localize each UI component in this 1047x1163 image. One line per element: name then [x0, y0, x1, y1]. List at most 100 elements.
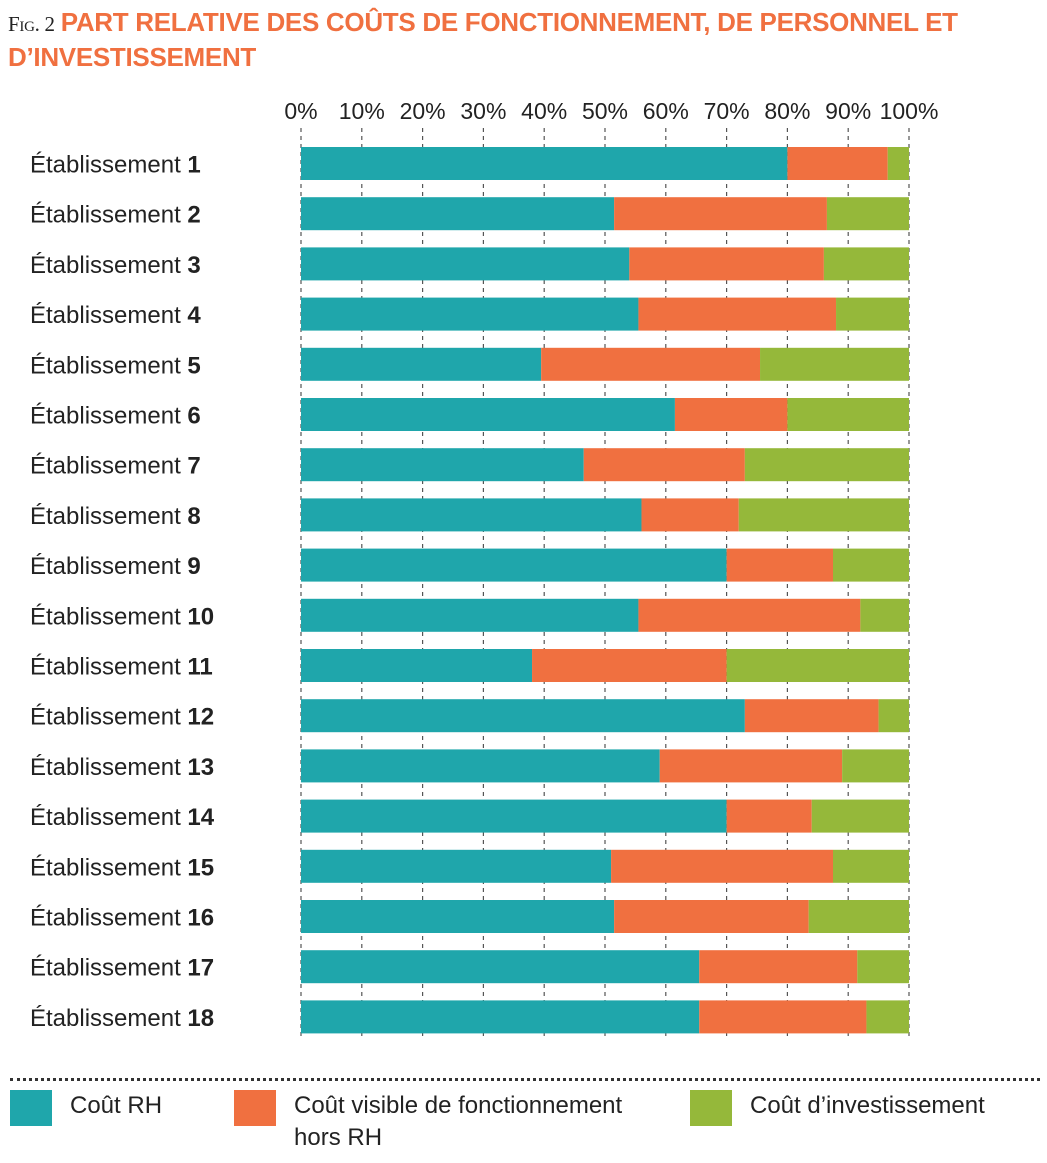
category-prefix: Établissement — [30, 654, 187, 681]
bar-rh-12 — [301, 699, 745, 733]
bar-rh-2 — [301, 197, 615, 231]
bar-investissement-17 — [857, 950, 909, 984]
category-label-5: Établissement 5 — [30, 352, 201, 379]
bar-rh-18 — [301, 1000, 700, 1034]
category-prefix: Établissement — [30, 553, 187, 580]
category-prefix: Établissement — [30, 202, 187, 229]
category-prefix: Établissement — [30, 754, 187, 781]
bar-investissement-16 — [808, 900, 909, 933]
category-label-15: Établissement 15 — [30, 854, 214, 881]
x-tick-label-0: 0% — [284, 98, 317, 124]
bar-fonctionnement-2 — [614, 197, 827, 231]
bar-investissement-7 — [744, 448, 909, 482]
x-tick-label-100: 100% — [880, 98, 939, 124]
category-prefix: Établissement — [30, 503, 187, 530]
legend-item-fonctionnement: Coût visible de fonctionnement hors RH — [234, 1090, 634, 1154]
legend-swatch-fonctionnement — [234, 1090, 276, 1126]
bar-fonctionnement-8 — [641, 498, 739, 532]
bar-investissement-15 — [833, 849, 909, 883]
bar-rh-9 — [301, 548, 727, 582]
category-number: 13 — [187, 754, 214, 781]
category-prefix: Établissement — [30, 453, 187, 480]
bar-fonctionnement-16 — [614, 900, 809, 933]
legend-label-investissement: Coût d’investissement — [750, 1092, 985, 1119]
bar-fonctionnement-5 — [541, 347, 761, 381]
bar-investissement-11 — [726, 649, 909, 682]
category-prefix: Établissement — [30, 302, 187, 329]
legend-divider — [10, 1078, 1040, 1081]
bar-fonctionnement-4 — [638, 297, 837, 331]
bar-fonctionnement-9 — [726, 548, 833, 582]
category-number: 10 — [187, 603, 214, 630]
category-number: 18 — [187, 1005, 214, 1032]
category-number: 3 — [187, 252, 200, 279]
category-prefix: Établissement — [30, 352, 187, 379]
bar-investissement-3 — [823, 247, 909, 281]
category-label-12: Établissement 12 — [30, 704, 214, 731]
category-label-18: Établissement 18 — [30, 1005, 214, 1032]
bar-fonctionnement-15 — [611, 849, 833, 883]
category-number: 7 — [187, 453, 200, 480]
bar-fonctionnement-7 — [583, 448, 745, 482]
bar-investissement-14 — [811, 799, 909, 833]
category-label-16: Établissement 16 — [30, 905, 214, 932]
x-tick-labels: 0% 10% 20% 30% 40% 50% 60% 70% 80% 90% 100% — [284, 98, 938, 124]
category-number: 11 — [187, 654, 212, 681]
bar-investissement-9 — [833, 548, 909, 582]
category-label-6: Établissement 6 — [30, 403, 201, 430]
category-prefix: Établissement — [30, 854, 187, 881]
bar-rh-16 — [301, 900, 615, 933]
bar-fonctionnement-10 — [638, 598, 861, 632]
category-number: 14 — [187, 804, 214, 831]
legend-swatch-rh — [10, 1090, 52, 1126]
bar-fonctionnement-6 — [674, 398, 788, 431]
bar-rh-3 — [301, 247, 630, 281]
category-number: 5 — [187, 352, 200, 379]
category-number: 17 — [187, 955, 214, 982]
category-label-3: Établissement 3 — [30, 252, 201, 279]
category-prefix: Établissement — [30, 704, 187, 731]
bar-investissement-10 — [860, 598, 909, 632]
category-label-1: Établissement 1 — [30, 152, 201, 179]
legend-label-rh: Coût RH — [70, 1092, 163, 1119]
category-label-17: Établissement 17 — [30, 955, 214, 982]
bar-fonctionnement-12 — [744, 699, 879, 733]
legend-swatch-investissement — [690, 1090, 732, 1126]
bar-fonctionnement-13 — [659, 749, 843, 783]
bars — [301, 147, 909, 1034]
x-tick-label-50: 50% — [582, 98, 628, 124]
category-label-9: Établissement 9 — [30, 553, 201, 580]
category-number: 6 — [187, 403, 200, 430]
category-number: 4 — [187, 302, 201, 329]
bar-rh-6 — [301, 398, 675, 431]
category-number: 9 — [187, 553, 200, 580]
x-tick-label-60: 60% — [643, 98, 689, 124]
category-prefix: Établissement — [30, 1005, 187, 1032]
bar-investissement-6 — [787, 398, 909, 431]
bar-rh-1 — [301, 147, 788, 180]
x-tick-label-90: 90% — [825, 98, 871, 124]
category-label-10: Établissement 10 — [30, 603, 214, 630]
bar-fonctionnement-17 — [699, 950, 858, 984]
bar-investissement-4 — [836, 297, 909, 331]
chart-title-text: PART RELATIVE DES COÛTS DE FONCTIONNEMEN… — [8, 7, 958, 72]
bar-rh-7 — [301, 448, 584, 482]
bar-rh-10 — [301, 598, 639, 632]
category-number: 8 — [187, 503, 200, 530]
stacked-bar-chart: 0% 10% 20% 30% 40% 50% 60% 70% 80% 90% 100% Établi… — [30, 98, 938, 1040]
bar-fonctionnement-3 — [629, 247, 824, 281]
x-tick-label-20: 20% — [400, 98, 446, 124]
bar-rh-13 — [301, 749, 660, 783]
category-prefix: Établissement — [30, 252, 187, 279]
bar-fonctionnement-18 — [699, 1000, 867, 1034]
category-prefix: Établissement — [30, 603, 187, 630]
category-number: 2 — [187, 202, 200, 229]
category-prefix: Établissement — [30, 152, 187, 179]
category-number: 15 — [187, 854, 214, 881]
category-prefix: Établissement — [30, 955, 187, 982]
category-label-11: Établissement 11 — [30, 654, 213, 681]
legend-label-fonctionnement: Coût visible de fonctionnement hors RH — [294, 1092, 623, 1151]
category-label-7: Établissement 7 — [30, 453, 201, 480]
bar-rh-11 — [301, 649, 533, 682]
